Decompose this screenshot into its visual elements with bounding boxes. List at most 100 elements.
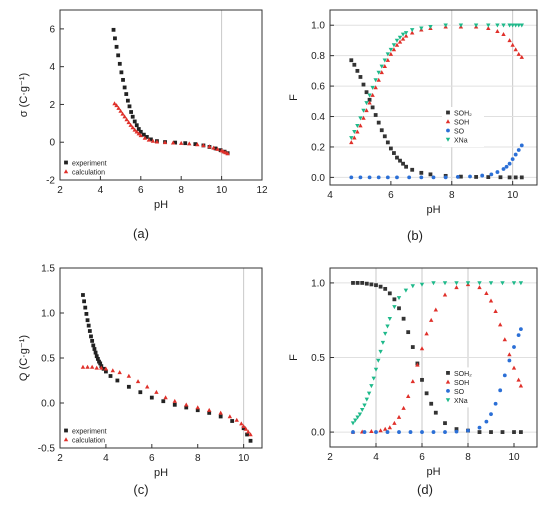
data-point	[360, 281, 365, 285]
data-point	[488, 281, 494, 286]
data-point	[85, 318, 90, 323]
x-tick-label: 10	[216, 185, 228, 196]
data-point	[132, 127, 137, 132]
data-point	[495, 29, 500, 34]
data-point	[378, 349, 383, 354]
data-point	[477, 430, 482, 434]
data-point	[136, 131, 141, 136]
data-point	[361, 82, 366, 87]
data-point	[428, 25, 433, 30]
data-point	[431, 430, 436, 434]
data-point	[419, 26, 424, 31]
x-tick-label: 8	[465, 452, 471, 463]
data-point	[349, 175, 354, 180]
data-point	[364, 281, 369, 286]
data-point	[145, 384, 150, 389]
data-point	[218, 414, 223, 419]
data-point	[502, 337, 507, 342]
data-point	[364, 101, 369, 106]
legend-marker	[445, 119, 451, 124]
x-axis-title: pH	[154, 199, 168, 211]
data-point	[116, 53, 121, 58]
data-point	[473, 23, 479, 28]
data-point	[138, 133, 143, 138]
data-point	[132, 119, 137, 124]
data-point	[424, 391, 429, 396]
data-point	[511, 281, 517, 286]
data-point	[373, 367, 379, 372]
data-point	[172, 398, 177, 403]
data-point	[511, 365, 517, 370]
data-point	[443, 421, 447, 426]
data-point	[367, 97, 372, 102]
data-point	[89, 364, 95, 369]
data-point	[466, 428, 470, 433]
data-point	[373, 78, 378, 83]
data-point	[367, 100, 372, 105]
data-point	[455, 175, 460, 179]
legend: SOH₂ SOH SO XNa	[441, 107, 484, 147]
data-point	[513, 175, 518, 180]
data-point	[513, 47, 518, 52]
legend-label: SOH	[454, 380, 469, 387]
data-point	[391, 43, 397, 48]
data-point	[366, 391, 372, 396]
data-point	[512, 430, 516, 434]
series-2	[351, 327, 523, 434]
plot-frame	[59, 9, 263, 181]
data-point	[387, 425, 392, 430]
data-point	[385, 324, 390, 329]
legend-marker	[445, 137, 451, 142]
data-point	[507, 352, 512, 357]
data-point	[392, 297, 397, 302]
data-point	[173, 140, 178, 145]
data-point	[83, 305, 88, 310]
data-point	[373, 113, 378, 117]
data-point	[507, 23, 512, 28]
data-point	[486, 25, 491, 30]
data-point	[93, 350, 98, 355]
data-point	[349, 140, 354, 145]
data-point	[361, 115, 366, 120]
x-tick-label: 6	[419, 452, 425, 463]
data-point	[125, 98, 130, 103]
data-point	[378, 428, 383, 433]
y-tick-label: 0.0	[311, 428, 325, 439]
data-point	[442, 292, 448, 297]
data-point	[91, 343, 96, 348]
data-point	[397, 430, 401, 434]
data-point	[510, 23, 515, 28]
legend-label: SO	[454, 389, 465, 396]
data-point	[454, 429, 459, 434]
data-point	[161, 399, 166, 404]
data-point	[352, 62, 357, 67]
data-point	[230, 419, 235, 423]
data-point	[364, 90, 369, 95]
data-point	[433, 410, 438, 415]
data-point	[454, 285, 459, 290]
data-point	[519, 54, 524, 59]
data-point	[507, 161, 512, 166]
legend-label: XNa	[454, 398, 468, 405]
data-point	[507, 175, 512, 180]
data-point	[468, 174, 472, 179]
data-point	[519, 23, 524, 28]
data-point	[187, 141, 192, 146]
panel-caption: (d)	[417, 482, 433, 497]
data-point	[458, 174, 463, 179]
panel-caption: (a)	[133, 226, 149, 241]
legend-marker	[63, 169, 69, 174]
data-point	[516, 148, 521, 152]
data-point	[355, 415, 360, 420]
data-point	[225, 151, 230, 156]
data-point	[454, 427, 459, 431]
data-point	[207, 144, 212, 149]
data-point	[454, 281, 459, 286]
legend: SOH₂ SOH SO XNa	[441, 367, 484, 408]
data-point	[419, 346, 425, 351]
data-point	[419, 282, 425, 287]
data-point	[136, 127, 141, 131]
data-point	[362, 403, 367, 408]
data-point	[376, 70, 381, 75]
